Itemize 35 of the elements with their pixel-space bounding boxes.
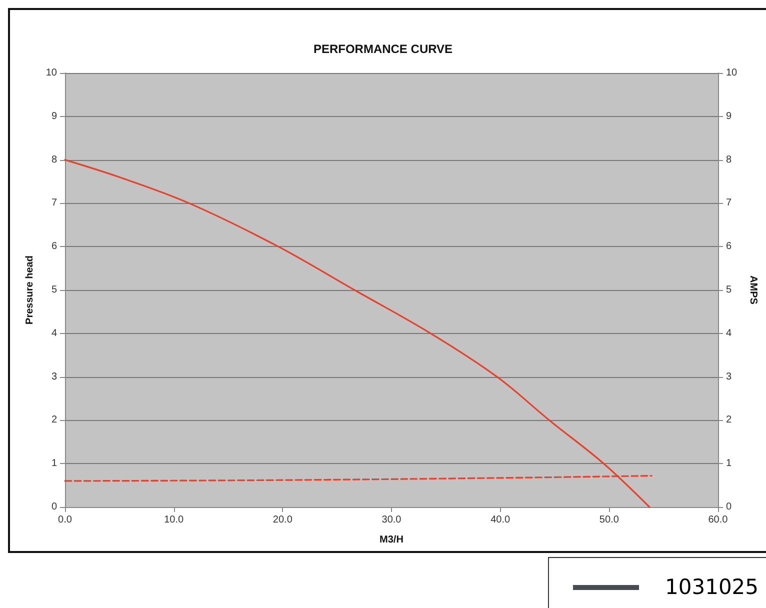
x-tick-label: 10.0 (164, 514, 184, 526)
y-tick-label: 4 (51, 328, 58, 339)
y2-tick-label: 9 (726, 110, 732, 122)
y-axis-title: Pressure head (24, 256, 36, 324)
y-tick-label: 6 (51, 241, 58, 252)
y-tick-label: 3 (51, 371, 58, 382)
y2-tick-label: 10 (726, 68, 738, 78)
y-tick-label: 9 (51, 110, 58, 122)
y2-axis-title: AMPS (748, 276, 758, 305)
y-tick-label: 0 (51, 502, 58, 512)
y-tick-label: 5 (51, 284, 58, 296)
x-tick-label: 40.0 (490, 514, 510, 526)
x-tick-label: 20.0 (272, 514, 293, 526)
x-tick-label: 0.0 (58, 514, 72, 526)
y-tick-label: 10 (46, 68, 58, 78)
y2-tick-label: 8 (726, 154, 732, 166)
y-tick-label: 2 (51, 414, 58, 426)
x-axis-title: M3/H (380, 534, 404, 546)
y2-tick-label: 7 (726, 198, 732, 209)
y2-tick-label: 3 (726, 371, 732, 382)
y2-tick-label: 0 (726, 502, 732, 512)
y2-tick-label: 1 (726, 458, 732, 470)
y-tick-label: 7 (51, 198, 58, 209)
chart-title: PERFORMANCE CURVE (313, 42, 453, 56)
y-tick-label: 8 (51, 154, 58, 166)
x-tick-label: 50.0 (599, 514, 620, 526)
y2-tick-label: 6 (726, 241, 732, 252)
x-tick-label: 30.0 (382, 514, 402, 526)
y2-tick-label: 5 (726, 284, 732, 296)
text: 1031025 (665, 575, 759, 599)
y2-tick-label: 2 (726, 414, 732, 426)
y2-tick-label: 4 (726, 328, 732, 339)
line-series (64, 159, 650, 508)
y-tick-label: 1 (51, 458, 58, 470)
x-tick-label: 60.0 (708, 514, 728, 526)
